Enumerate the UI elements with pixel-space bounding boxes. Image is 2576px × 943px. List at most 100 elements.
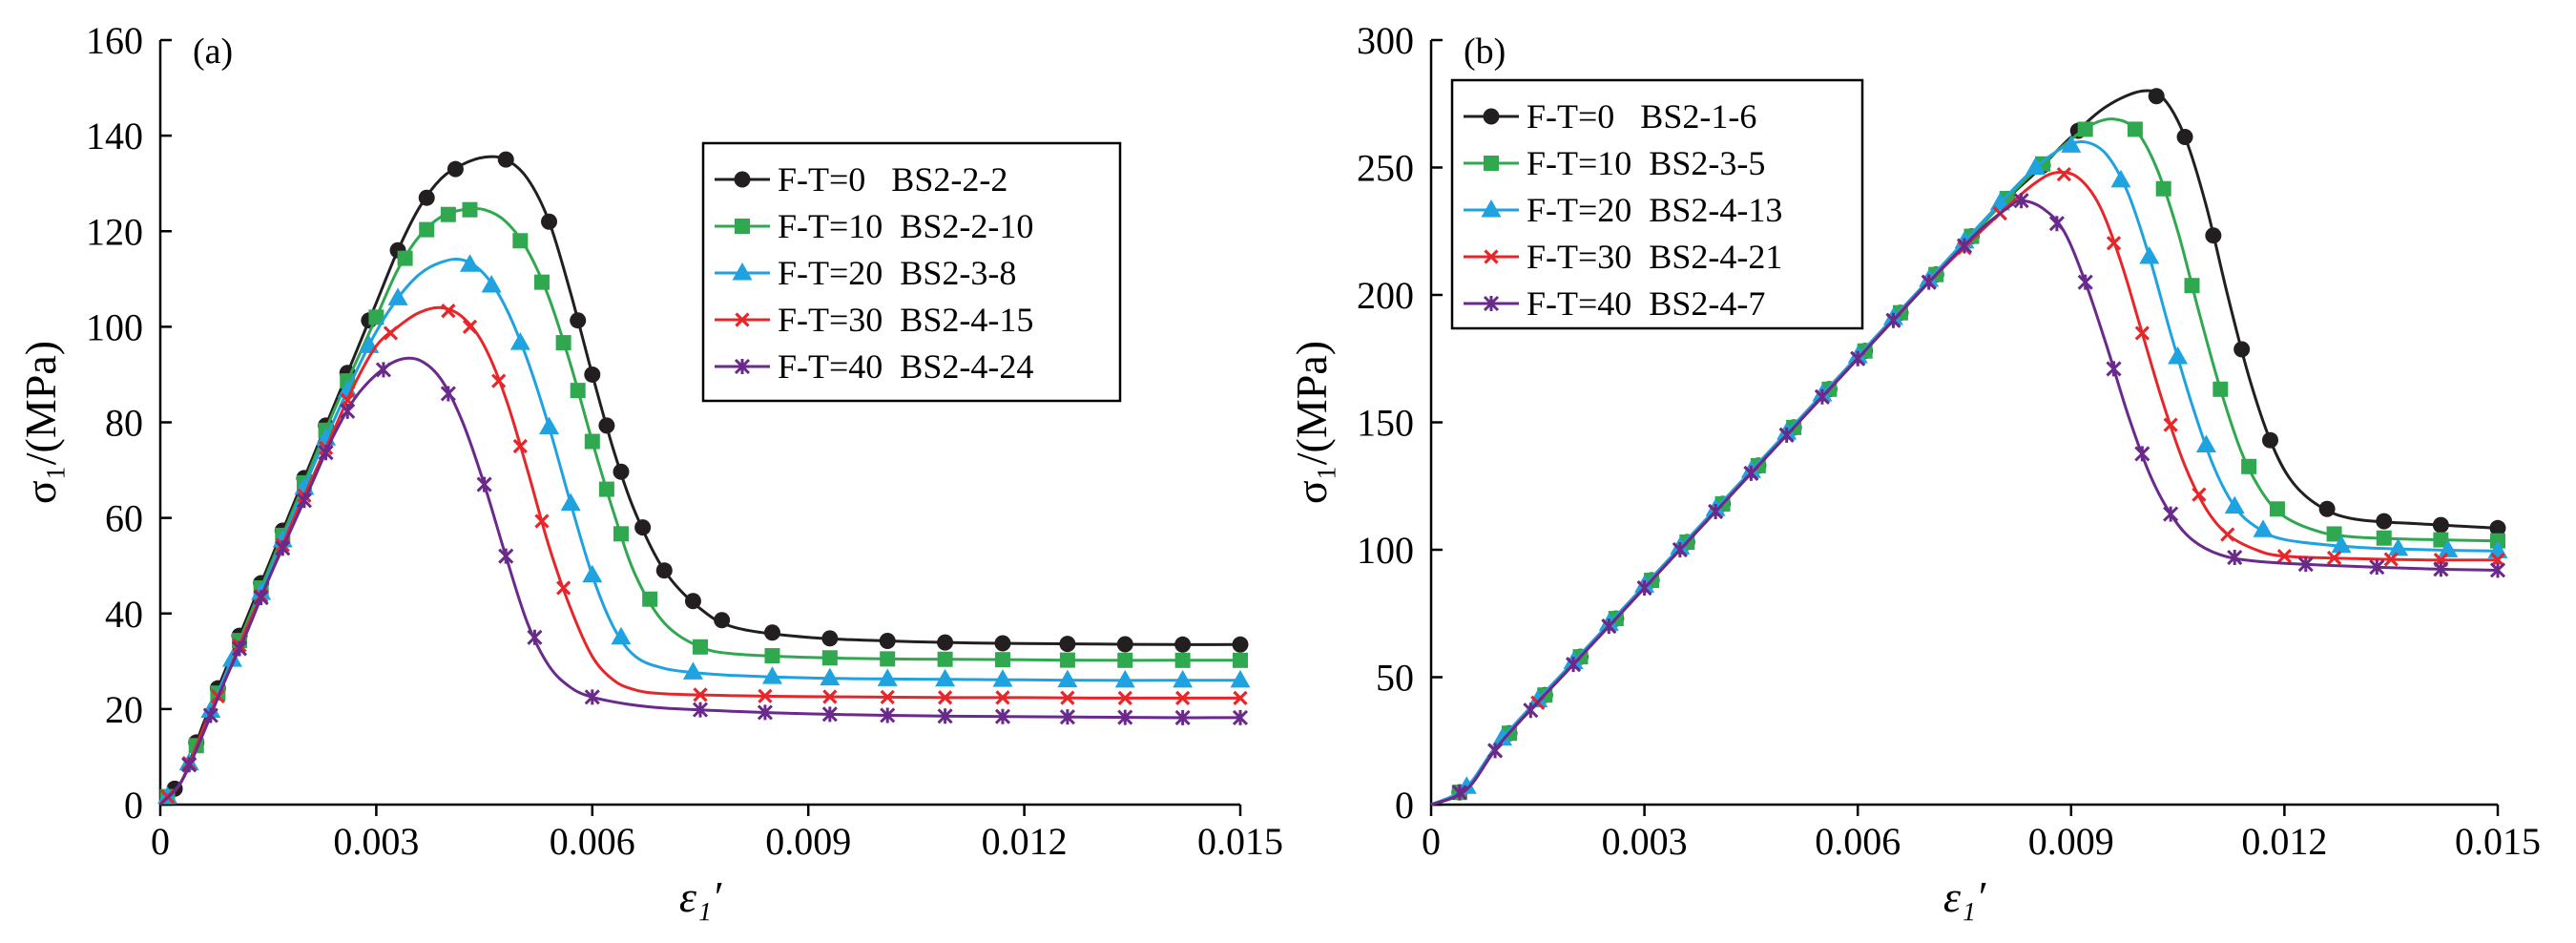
data-point xyxy=(2061,135,2082,153)
series-5 xyxy=(158,356,1249,807)
data-point xyxy=(1174,690,1191,705)
y-tick-label: 150 xyxy=(1357,402,1414,445)
y-tick-label: 50 xyxy=(1376,657,1414,700)
data-point xyxy=(2106,361,2122,377)
data-point xyxy=(2127,121,2143,137)
data-point xyxy=(692,702,709,718)
data-point xyxy=(570,383,586,399)
data-point xyxy=(1523,702,1539,719)
y-tick-label: 0 xyxy=(124,784,143,827)
data-point xyxy=(541,213,558,230)
data-point xyxy=(275,540,291,556)
data-point xyxy=(1778,427,1795,443)
x-axis-title: ε₁′ xyxy=(679,872,722,921)
legend-label: F-T=30 BS2-4-21 xyxy=(1527,238,1782,276)
data-point xyxy=(318,445,334,461)
data-point xyxy=(655,562,673,579)
legend-box xyxy=(1450,78,1864,330)
legend-marker xyxy=(1483,295,1500,312)
data-point xyxy=(1117,652,1133,668)
data-point xyxy=(2369,559,2385,576)
data-point xyxy=(2261,431,2278,449)
data-point xyxy=(2233,341,2251,358)
x-tick-label: 0.009 xyxy=(2028,820,2114,863)
legend-marker xyxy=(1484,249,1499,264)
data-point xyxy=(1114,669,1135,688)
data-point xyxy=(2163,417,2178,432)
data-point xyxy=(2326,550,2342,566)
data-point xyxy=(253,590,269,606)
data-point xyxy=(2192,487,2207,502)
y-tick-label: 250 xyxy=(1357,147,1414,190)
y-tick-label: 140 xyxy=(86,115,143,157)
data-point xyxy=(2077,274,2093,290)
legend-label: F-T=10 BS2-3-5 xyxy=(1527,144,1765,182)
data-point xyxy=(584,689,600,705)
data-point xyxy=(994,708,1011,724)
data-point xyxy=(2269,501,2285,517)
data-point xyxy=(937,708,953,724)
data-point xyxy=(383,325,399,341)
legend-box xyxy=(701,141,1122,403)
data-point xyxy=(1117,709,1133,725)
legend-item: F-T=0 BS2-2-2 xyxy=(715,160,1008,199)
x-tick-label: 0.009 xyxy=(765,820,851,863)
data-point xyxy=(481,274,502,293)
data-point xyxy=(1174,636,1192,653)
data-point xyxy=(1233,652,1248,668)
data-point xyxy=(2134,325,2150,341)
data-point xyxy=(1451,785,1467,801)
data-point xyxy=(684,593,701,610)
data-point xyxy=(1232,636,1249,653)
data-point xyxy=(2276,549,2293,564)
data-point xyxy=(2383,552,2399,567)
data-point xyxy=(821,630,839,647)
data-point xyxy=(2205,227,2222,244)
data-point xyxy=(764,648,780,664)
x-tick-label: 0 xyxy=(151,820,170,863)
legend-marker xyxy=(735,219,750,234)
data-point xyxy=(2227,549,2243,566)
data-point xyxy=(821,650,838,666)
data-point xyxy=(2168,346,2189,365)
data-point xyxy=(440,206,456,222)
data-point xyxy=(1174,652,1191,668)
legend-marker xyxy=(1481,199,1502,218)
data-point xyxy=(937,634,954,651)
data-point xyxy=(368,309,384,325)
legend-label: F-T=10 BS2-2-10 xyxy=(778,207,1033,245)
data-point xyxy=(202,707,218,723)
data-point xyxy=(1989,192,2010,211)
data-point xyxy=(1057,669,1078,688)
data-point xyxy=(1601,618,1617,635)
data-point xyxy=(1956,238,1973,254)
legend-label: F-T=20 BS2-4-13 xyxy=(1527,191,1782,229)
data-point xyxy=(375,362,392,378)
x-tick-label: 0.006 xyxy=(550,820,635,863)
legend-marker xyxy=(732,262,753,281)
y-tick-label: 80 xyxy=(105,402,143,445)
legend-label: F-T=20 BS2-3-8 xyxy=(778,254,1016,292)
data-point xyxy=(2025,157,2046,175)
data-point xyxy=(1116,636,1133,653)
data-point xyxy=(937,651,953,667)
data-point xyxy=(2155,180,2171,197)
data-point xyxy=(693,639,708,655)
data-point xyxy=(2489,562,2506,578)
data-point xyxy=(387,287,408,305)
data-point xyxy=(2432,516,2449,534)
data-point xyxy=(2048,216,2065,232)
legend-marker xyxy=(735,312,750,327)
x-tick-label: 0.003 xyxy=(333,820,419,863)
data-point xyxy=(2326,526,2342,542)
data-point xyxy=(1059,652,1075,668)
data-point xyxy=(534,513,550,529)
legend-label: F-T=0 BS2-1-6 xyxy=(1527,97,1756,136)
data-point xyxy=(2139,245,2160,264)
data-point xyxy=(1672,541,1688,558)
data-point xyxy=(642,591,658,607)
data-point xyxy=(2318,500,2336,517)
data-point xyxy=(880,651,896,667)
data-point xyxy=(1117,690,1132,705)
